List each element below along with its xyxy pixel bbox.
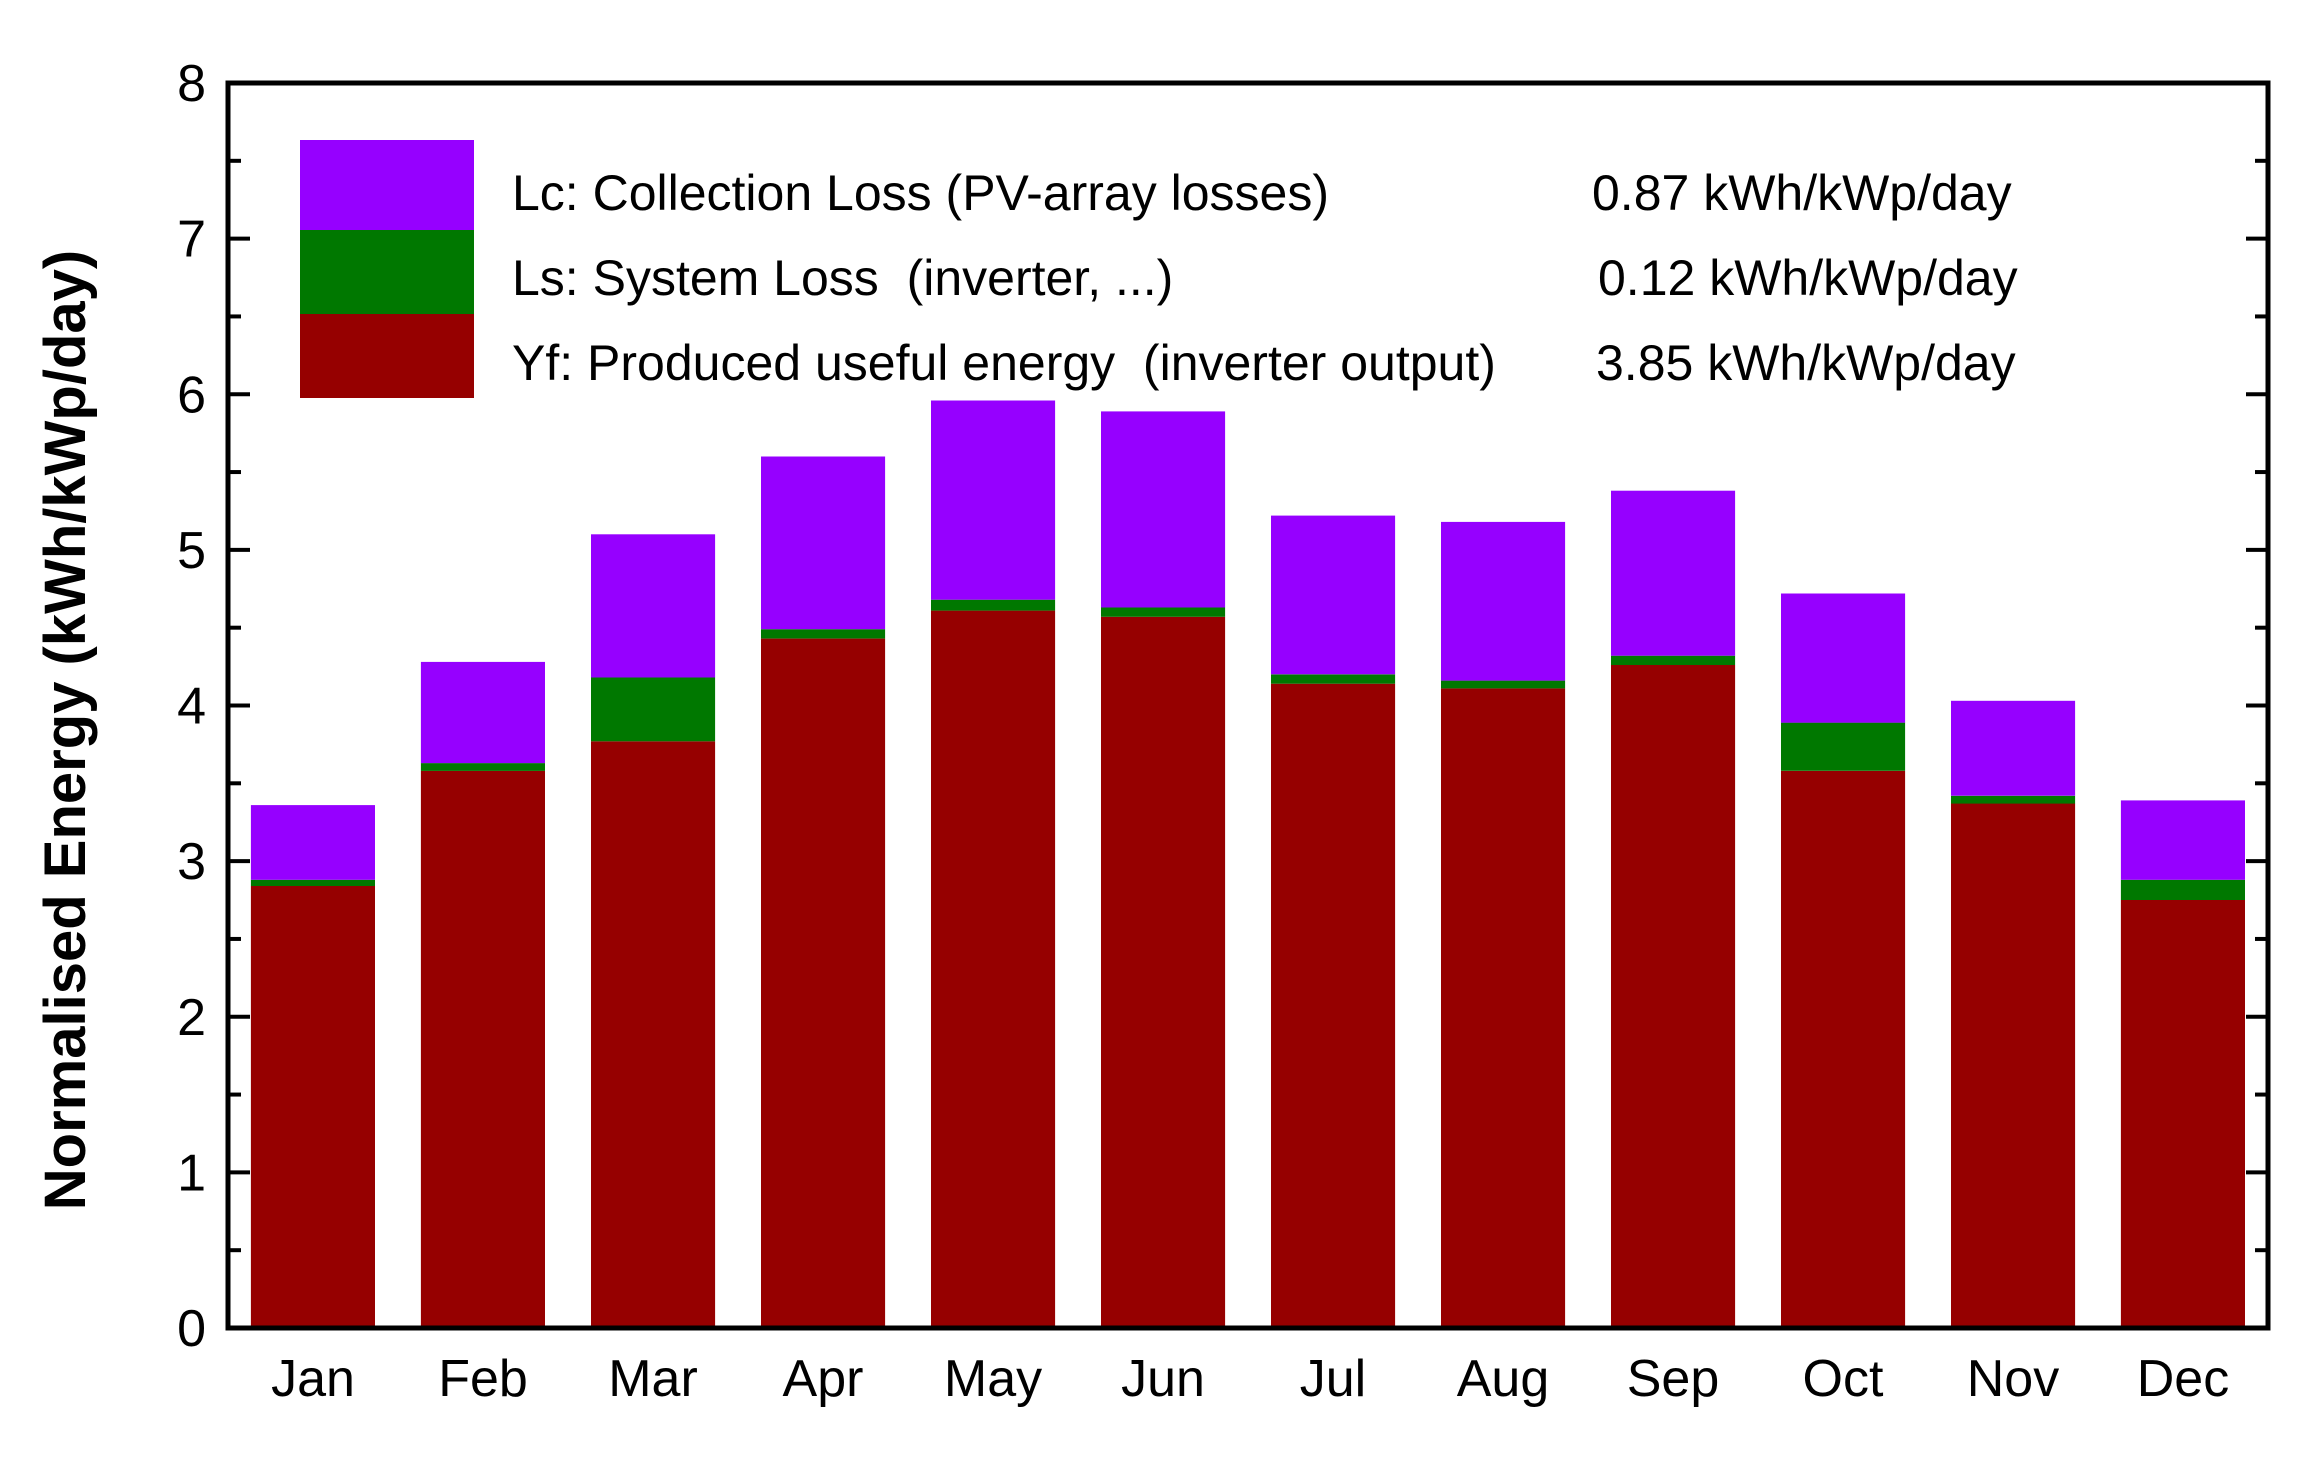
bar-yf-feb <box>420 770 545 1328</box>
x-tick-label-nov: Nov <box>1967 1350 2059 1408</box>
bar-yf-dec <box>2120 900 2245 1328</box>
bar-lc-nov <box>1951 700 2076 796</box>
bar-lc-aug <box>1441 521 1566 681</box>
bar-ls-dec <box>2120 879 2245 900</box>
bars-layer <box>250 400 2245 1328</box>
bar-yf-mar <box>591 741 716 1328</box>
x-tick-label-jul: Jul <box>1300 1350 1366 1408</box>
bar-ls-mar <box>591 677 716 742</box>
x-tick-label-oct: Oct <box>1803 1350 1884 1408</box>
bar-lc-jul <box>1271 515 1396 675</box>
bar-ls-jun <box>1101 607 1226 617</box>
bar-yf-jan <box>250 886 375 1328</box>
x-tick-labels: Jan Feb Mar Apr May Jun Jul Aug Sep Oct Nov Dec <box>271 1350 2229 1408</box>
bar-yf-aug <box>1441 688 1566 1328</box>
legend: Lc: Collection Loss (PV-array losses) 0.… <box>300 140 2018 398</box>
y-tick-label: 7 <box>177 211 206 269</box>
legend-value-ls: 0.12 kWh/kWp/day <box>1598 250 2018 306</box>
bar-ls-jan <box>250 879 375 886</box>
x-tick-label-jan: Jan <box>271 1350 355 1408</box>
bar-ls-sep <box>1611 655 1736 665</box>
legend-value-lc: 0.87 kWh/kWp/day <box>1592 165 2012 221</box>
bar-lc-jan <box>250 805 375 880</box>
bar-ls-oct <box>1781 722 1906 771</box>
x-tick-label-jun: Jun <box>1121 1350 1205 1408</box>
bar-ls-nov <box>1951 795 2076 804</box>
legend-label-yf: Yf: Produced useful energy (inverter out… <box>512 335 1496 391</box>
bar-yf-sep <box>1611 665 1736 1328</box>
bar-lc-apr <box>761 456 886 630</box>
legend-swatch-yf <box>300 314 474 398</box>
bar-lc-oct <box>1781 593 1906 723</box>
bar-lc-may <box>931 400 1056 600</box>
y-tick-label: 1 <box>177 1144 206 1202</box>
bar-lc-mar <box>591 534 716 678</box>
bar-yf-jul <box>1271 683 1396 1328</box>
y-tick-label: 2 <box>177 989 206 1047</box>
x-tick-label-feb: Feb <box>438 1350 528 1408</box>
y-tick-labels: 0 1 2 3 4 5 6 7 8 <box>177 55 206 1358</box>
bar-yf-jun <box>1101 616 1226 1328</box>
bar-yf-oct <box>1781 770 1906 1328</box>
y-tick-label: 3 <box>177 833 206 891</box>
y-tick-label: 4 <box>177 678 206 736</box>
tick-marks <box>228 81 2268 1330</box>
x-tick-label-mar: Mar <box>608 1350 698 1408</box>
x-tick-label-apr: Apr <box>783 1350 864 1408</box>
bar-ls-may <box>931 599 1056 611</box>
bar-yf-nov <box>1951 803 2076 1328</box>
bar-ls-jul <box>1271 674 1396 684</box>
y-tick-label: 5 <box>177 522 206 580</box>
bar-lc-sep <box>1611 490 1736 656</box>
bar-lc-dec <box>2120 800 2245 880</box>
bar-ls-feb <box>420 763 545 771</box>
legend-label-ls: Ls: System Loss (inverter, ...) <box>512 250 1173 306</box>
bar-lc-feb <box>420 661 545 764</box>
bar-lc-jun <box>1101 411 1226 608</box>
x-tick-label-dec: Dec <box>2137 1350 2229 1408</box>
bar-ls-apr <box>761 629 886 639</box>
y-tick-label: 6 <box>177 366 206 424</box>
y-axis-title: Normalised Energy (kWh/kWp/day) <box>33 250 98 1210</box>
y-tick-label: 0 <box>177 1300 206 1358</box>
legend-swatch-lc <box>300 140 474 230</box>
legend-label-lc: Lc: Collection Loss (PV-array losses) <box>512 165 1329 221</box>
x-tick-label-sep: Sep <box>1627 1350 1720 1408</box>
legend-value-yf: 3.85 kWh/kWp/day <box>1596 335 2016 391</box>
x-tick-label-may: May <box>944 1350 1042 1408</box>
bar-ls-aug <box>1441 680 1566 689</box>
bar-yf-apr <box>761 638 886 1328</box>
legend-swatch-ls <box>300 230 474 314</box>
bar-yf-may <box>931 610 1056 1328</box>
x-tick-label-aug: Aug <box>1457 1350 1550 1408</box>
y-tick-label: 8 <box>177 55 206 113</box>
